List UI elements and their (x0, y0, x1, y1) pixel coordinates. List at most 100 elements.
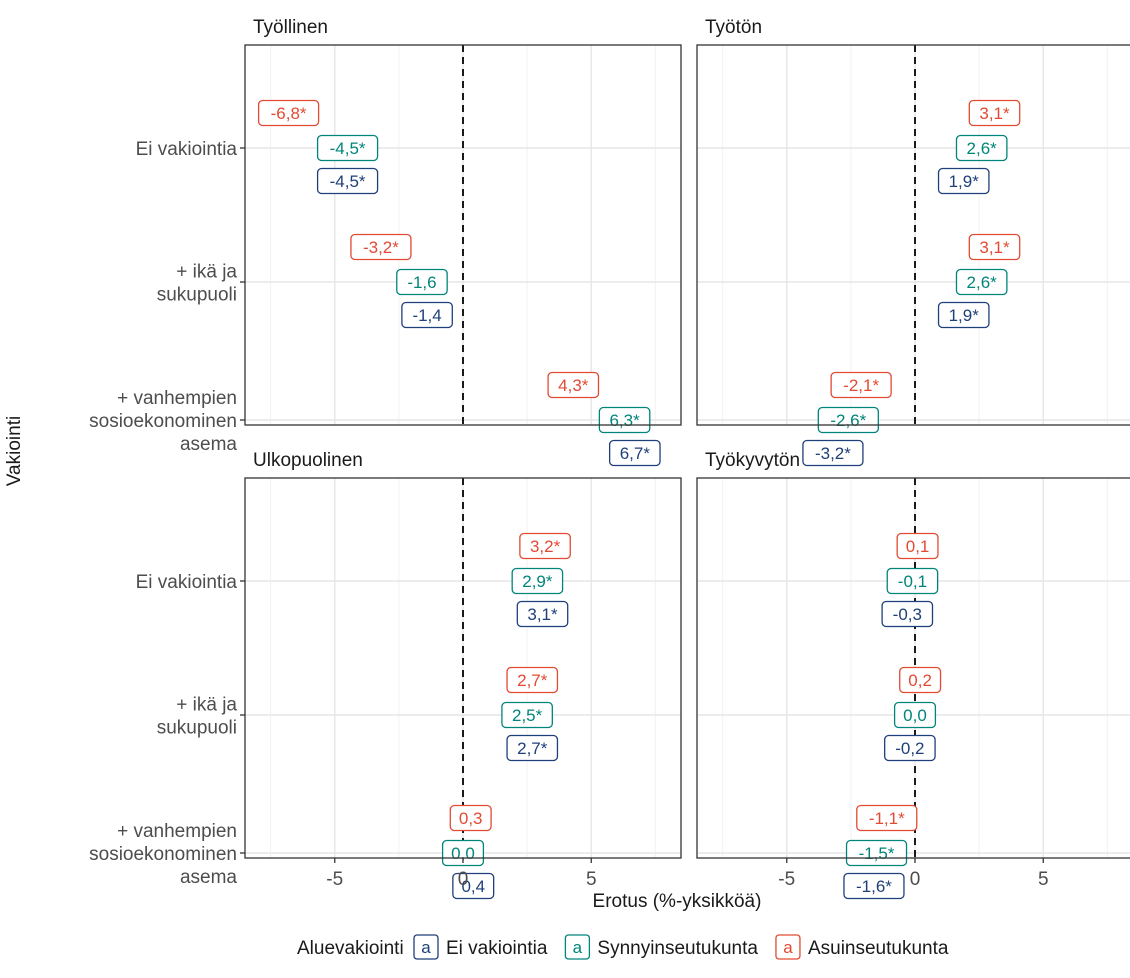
data-label: -3,2* (363, 238, 399, 257)
data-label-box (506, 666, 559, 694)
x-tick-label: 5 (1038, 869, 1049, 890)
data-label: 3,1* (527, 605, 558, 624)
data-label-box (937, 167, 990, 195)
facet-panel: Työtön 3,1* 2,6* 1,9* 3,1* 2,6* 1,9* -2,1* -2,6*… (696, 17, 1130, 467)
x-tick-label: -5 (326, 869, 343, 890)
data-label: -0,3 (893, 605, 922, 624)
data-label: 2,9* (522, 572, 553, 591)
data-label-box (896, 532, 939, 560)
x-tick-label: 0 (910, 869, 921, 890)
data-label-box (501, 701, 553, 729)
data-label-box (257, 99, 320, 127)
x-tick-label: 5 (586, 869, 597, 890)
data-label-box (802, 439, 864, 467)
data-label: 3,2* (530, 537, 561, 556)
legend-key (564, 934, 591, 960)
data-label-box (401, 301, 453, 329)
y-axis-title: Vakiointi (4, 416, 25, 486)
y-tick-label: Ei vakiointia (136, 572, 238, 593)
data-label: -0,2 (895, 739, 924, 758)
legend-label: Synnyinseutukunta (597, 938, 758, 959)
facet-panel: Työllinen -6,8* -4,5* -4,5* -3,2* -1,6 -1,4 4,3… (89, 17, 682, 467)
panel-border (696, 44, 1130, 426)
data-label-box (316, 167, 379, 195)
data-label: 0,1 (906, 537, 930, 556)
data-label: -6,8* (271, 104, 307, 123)
data-label: 0,2 (908, 671, 932, 690)
data-label-box (511, 567, 564, 595)
facet-title: Ulkopuolinen (253, 450, 363, 471)
y-tick-label: + vanhempien sosioekonominen asema (89, 388, 237, 455)
data-label-box (968, 99, 1021, 127)
data-label-box (449, 804, 492, 832)
facet-panel: Työkyvytön 0,1 -0,1 -0,3 0,2 0,0 -0,2 -1,1* -1,5… (696, 450, 1130, 900)
legend-label: Asuinseutukunta (808, 938, 949, 959)
data-label-box (350, 233, 412, 261)
data-label: 1,9* (949, 306, 980, 325)
data-label: 6,7* (620, 444, 651, 463)
facet-title: Työllinen (253, 17, 328, 38)
x-axis-title: Erotus (%-yksikköä) (593, 891, 762, 912)
data-label: 3,1* (979, 238, 1010, 257)
data-label-box (893, 701, 937, 729)
legend: Aluevakiointi a Ei vakiointia a Synnyinseutu… (297, 934, 949, 960)
facet-title: Työkyvytön (705, 450, 800, 471)
data-label-box (608, 439, 661, 467)
data-label: 0,0 (903, 706, 927, 725)
data-label: 0,3 (459, 809, 483, 828)
legend-key (775, 934, 801, 960)
data-label-box (830, 371, 892, 399)
data-label: 2,5* (512, 706, 543, 725)
data-label-box (519, 532, 571, 560)
data-label-box (396, 268, 448, 296)
x-tick-label: 0 (458, 869, 469, 890)
panel-border (244, 44, 682, 426)
data-label-box (316, 134, 379, 162)
panels-layer: Työllinen -6,8* -4,5* -4,5* -3,2* -1,6 -1,4 4,3… (89, 17, 1130, 900)
data-label: 2,6* (967, 273, 998, 292)
data-label: -1,6* (856, 877, 892, 896)
data-label: 4,3* (558, 376, 589, 395)
data-label-box (899, 666, 942, 694)
data-label-box (843, 872, 905, 900)
data-label: -1,6 (407, 273, 436, 292)
data-label-box (598, 406, 651, 434)
data-label: -0,1 (898, 572, 927, 591)
data-label: -4,5* (330, 172, 366, 191)
data-label: 3,1* (979, 104, 1010, 123)
data-label-box (547, 371, 600, 399)
y-tick-label: + vanhempien sosioekonominen asema (89, 821, 237, 888)
legend-key-glyph: a (421, 938, 431, 957)
facet-panel: Ulkopuolinen 3,2* 2,9* 3,1* 2,7* 2,5* 2,7* 0,3 0… (89, 450, 682, 900)
y-tick-label: + ikä ja sukupuoli (157, 262, 238, 306)
data-label-box (968, 233, 1021, 261)
legend-label: Ei vakiointia (446, 938, 548, 959)
data-label-box (845, 839, 908, 867)
data-label-box (955, 268, 1008, 296)
data-label-box (856, 804, 918, 832)
y-tick-label: Ei vakiointia (136, 139, 238, 160)
data-label: 1,9* (949, 172, 980, 191)
data-label: 0,4 (461, 877, 485, 896)
data-label-box (506, 734, 559, 762)
data-label-box (817, 406, 879, 434)
data-label: -2,6* (830, 411, 866, 430)
data-label: -2,1* (843, 376, 879, 395)
y-tick-label: + ikä ja sukupuoli (157, 695, 238, 739)
data-label: -4,5* (330, 139, 366, 158)
data-label: -1,4 (412, 306, 441, 325)
data-label: 2,7* (517, 739, 548, 758)
data-label: 2,7* (517, 671, 548, 690)
data-label-box (881, 600, 934, 628)
data-label: -3,2* (815, 444, 851, 463)
data-label-box (955, 134, 1008, 162)
data-label-box (452, 872, 495, 900)
facet-title: Työtön (705, 17, 762, 38)
legend-key-glyph: a (573, 938, 583, 957)
legend-key (413, 934, 439, 960)
data-label: 6,3* (609, 411, 640, 430)
legend-title: Aluevakiointi (297, 938, 404, 959)
data-label-box (884, 734, 936, 762)
data-label: -1,1* (869, 809, 905, 828)
